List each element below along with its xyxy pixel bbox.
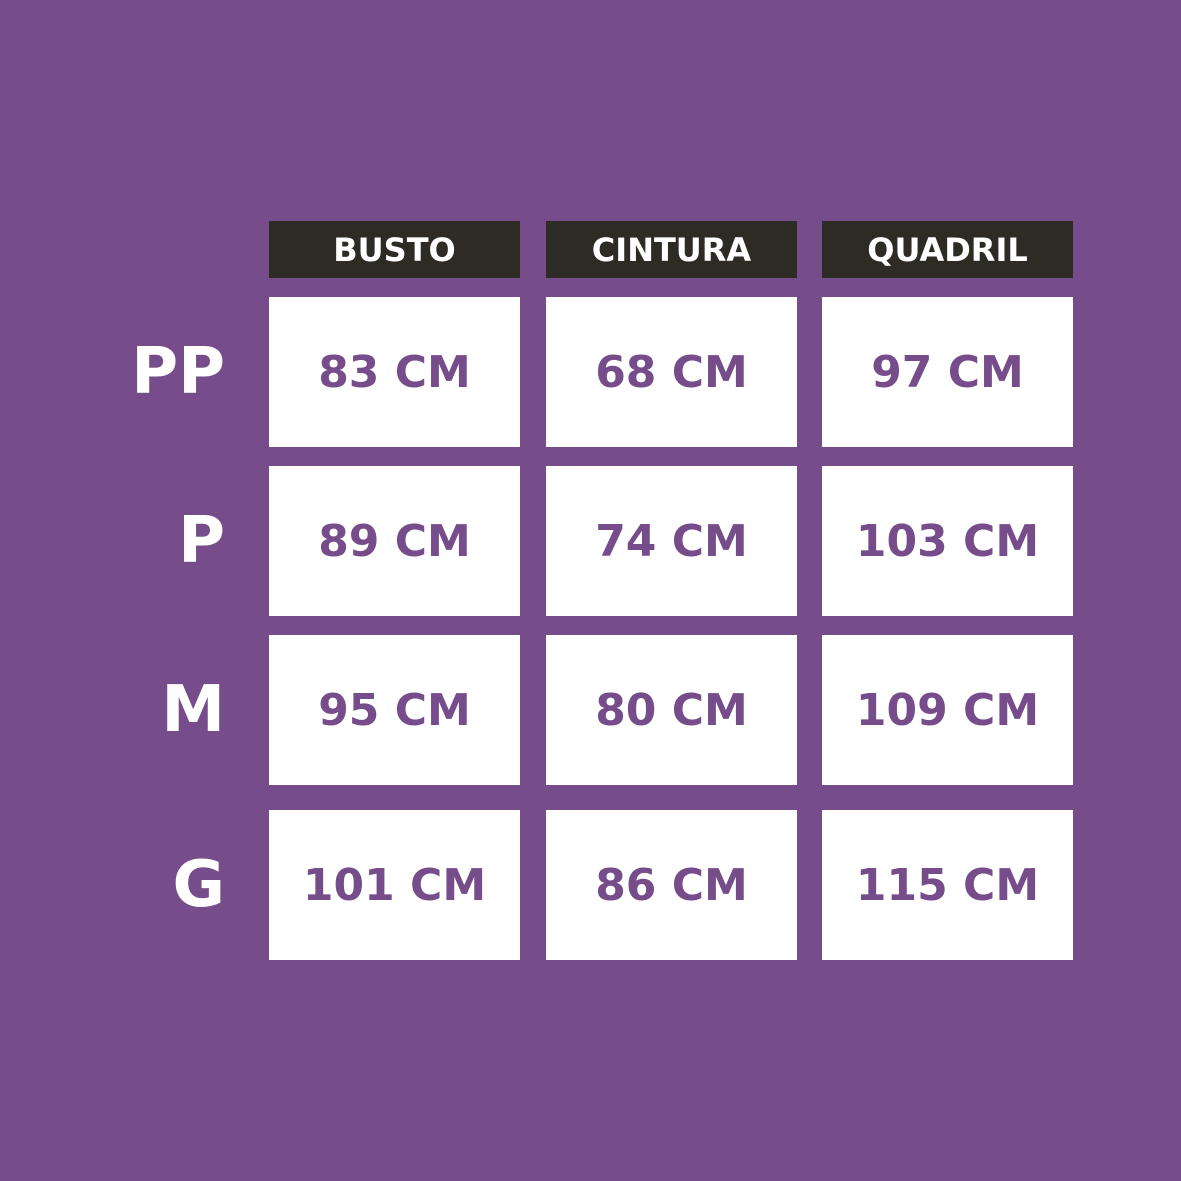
- table-cell: 89 CM: [269, 466, 520, 616]
- table-cell: 83 CM: [269, 297, 520, 447]
- row-label-g: G: [172, 848, 225, 922]
- column-header-quadril: QUADRIL: [822, 221, 1073, 278]
- table-cell: 74 CM: [546, 466, 797, 616]
- table-cell: 109 CM: [822, 635, 1073, 785]
- table-cell: 97 CM: [822, 297, 1073, 447]
- row-label-pp: PP: [131, 335, 225, 409]
- row-label-m: M: [161, 673, 225, 747]
- table-cell: 103 CM: [822, 466, 1073, 616]
- table-cell: 95 CM: [269, 635, 520, 785]
- table-cell: 86 CM: [546, 810, 797, 960]
- table-cell: 80 CM: [546, 635, 797, 785]
- column-header-busto: BUSTO: [269, 221, 520, 278]
- column-header-cintura: CINTURA: [546, 221, 797, 278]
- row-label-p: P: [178, 504, 225, 578]
- table-cell: 101 CM: [269, 810, 520, 960]
- table-cell: 68 CM: [546, 297, 797, 447]
- table-cell: 115 CM: [822, 810, 1073, 960]
